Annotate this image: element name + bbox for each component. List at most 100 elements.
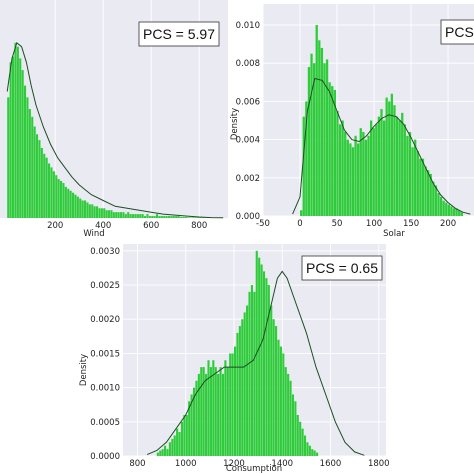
histogram-bar — [380, 109, 383, 216]
x-ticks: 200 400 600 800 — [47, 221, 207, 231]
histogram-bar — [320, 47, 324, 216]
histogram-bar — [432, 181, 435, 216]
histogram-bar — [260, 264, 263, 456]
histogram-bar — [160, 216, 163, 218]
histogram-bar — [134, 214, 137, 218]
histogram-bar — [48, 163, 51, 218]
histogram-bar — [296, 414, 299, 456]
histogram-bar — [180, 217, 183, 218]
x-tick-label: 0 — [297, 219, 302, 229]
histogram-bar — [136, 214, 139, 218]
histogram-bar — [132, 214, 135, 218]
histogram-bar — [103, 208, 106, 218]
histogram-bar — [224, 360, 227, 456]
histogram-bar — [81, 200, 84, 218]
histogram-bar — [236, 332, 239, 456]
histogram-bar — [267, 285, 270, 456]
histogram-bar — [129, 214, 132, 218]
histogram-bar — [398, 120, 401, 216]
histogram-bar — [148, 216, 151, 218]
histogram-bar — [62, 182, 65, 218]
histogram-bar — [209, 367, 212, 456]
histogram-bars — [7, 42, 223, 219]
x-tick-label: 1000 — [175, 459, 197, 469]
histogram-bar — [28, 109, 31, 218]
histogram-bar — [336, 110, 339, 216]
histogram-bar — [305, 101, 308, 216]
chart-panel-wind: 200 400 600 800 Wind PCS = 5.97 — [0, 0, 228, 239]
histogram-bar — [105, 210, 108, 218]
histogram-bar — [258, 257, 261, 456]
histogram-bar — [16, 46, 19, 218]
histogram-bar — [166, 449, 169, 456]
histogram-bar — [458, 210, 461, 216]
histogram-bar — [188, 401, 191, 456]
histogram-bar — [272, 319, 275, 456]
histogram-bar — [262, 271, 266, 456]
histogram-bar — [195, 380, 198, 456]
histogram-bar — [323, 63, 326, 216]
histogram-bar — [45, 157, 48, 218]
histogram-bar — [231, 353, 234, 456]
histogram-bar — [452, 208, 456, 216]
histogram-bar — [315, 25, 318, 217]
x-tick-label: 1600 — [320, 459, 342, 469]
histogram-bar — [67, 188, 70, 218]
histogram-bar — [180, 421, 184, 456]
histogram-bar — [253, 291, 256, 456]
histogram-bar — [437, 193, 440, 216]
histogram-bar — [372, 128, 375, 216]
x-axis-label: Solar — [383, 229, 405, 239]
y-tick-label: 0.010 — [236, 21, 260, 31]
histogram-bar — [14, 42, 17, 219]
histogram-bar — [421, 158, 425, 216]
x-tick-label: 150 — [403, 219, 419, 229]
x-tick-label: 800 — [191, 221, 207, 231]
histogram-bar — [31, 116, 34, 218]
histogram-bar — [416, 151, 419, 216]
histogram-bar — [144, 216, 147, 218]
histogram-bar — [289, 380, 292, 456]
histogram-bar — [301, 428, 304, 456]
histogram-bar — [141, 214, 144, 218]
histogram-bar — [328, 82, 331, 216]
histogram-bar — [74, 194, 77, 218]
histogram-bar — [219, 367, 222, 456]
histogram-bar — [33, 126, 36, 218]
histogram-bars — [300, 25, 463, 217]
histogram-bar — [303, 435, 307, 456]
histogram-bar — [246, 305, 249, 456]
histogram-bar — [60, 181, 63, 218]
x-ticks: 800 1000 1200 1400 1600 1800 — [129, 459, 389, 469]
histogram-bar — [26, 97, 29, 218]
histogram-bar — [406, 135, 409, 216]
histogram-bar — [69, 190, 72, 218]
histogram-bar — [40, 147, 43, 218]
histogram-bar — [139, 214, 142, 218]
histogram-bar — [434, 185, 438, 216]
histogram-bar — [439, 196, 443, 216]
y-tick-label: 0.0030 — [90, 247, 120, 257]
histogram-bar — [50, 167, 53, 218]
histogram-bar — [300, 210, 303, 216]
annotation-box — [138, 21, 220, 47]
histogram-bar — [127, 212, 130, 218]
histogram-bar — [176, 428, 179, 456]
histogram-bar — [270, 305, 273, 456]
y-tick-label: 0.008 — [236, 59, 260, 69]
histogram-bar — [115, 212, 118, 218]
x-tick-label: 100 — [366, 219, 382, 229]
histogram-bar — [390, 93, 394, 216]
histogram-bar — [88, 204, 91, 218]
y-tick-label: 0.006 — [236, 97, 260, 107]
y-tick-label: 0.0000 — [90, 452, 120, 462]
y-ticks: 0.0000 0.0005 0.0010 0.0015 0.0020 0.0025 0.00… — [90, 247, 120, 462]
histogram-bar — [401, 112, 404, 216]
histogram-bar — [351, 147, 355, 216]
histogram-bar — [349, 143, 352, 216]
x-tick-label: 50 — [332, 219, 343, 229]
histogram-bar — [187, 217, 190, 218]
histogram-bar — [279, 346, 282, 456]
histogram-bar — [299, 421, 302, 456]
histogram-bar — [445, 202, 448, 216]
